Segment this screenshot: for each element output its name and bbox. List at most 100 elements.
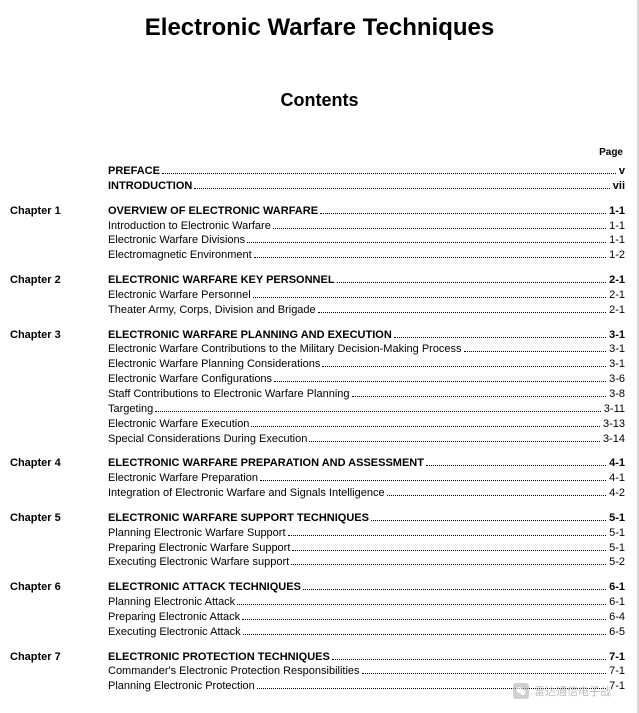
toc-sub-title: Staff Contributions to Electronic Warfar… (108, 387, 350, 402)
toc-sub-title: Electromagnetic Environment (108, 248, 252, 263)
toc-sub-page: 1-1 (608, 233, 629, 248)
toc-heading-page: vii (612, 179, 629, 194)
toc-leader-dots (155, 411, 601, 412)
toc-leader-dots (247, 242, 606, 243)
toc-leader-dots (251, 426, 600, 427)
toc-heading-row: Chapter 6ELECTRONIC ATTACK TECHNIQUES6-1 (10, 580, 629, 595)
toc-heading-row: PREFACEv (10, 164, 629, 179)
toc-sub-title: Preparing Electronic Attack (108, 610, 240, 625)
toc-heading-page: 4-1 (608, 456, 629, 471)
toc-leader-dots (253, 297, 606, 298)
toc-sub-page: 3-1 (608, 357, 629, 372)
toc-sub-title: Integration of Electronic Warfare and Si… (108, 486, 385, 501)
toc-leader-dots (394, 337, 606, 338)
toc-heading-page: 3-1 (608, 328, 629, 343)
toc-sub-page: 3-14 (602, 432, 629, 447)
page-title: Electronic Warfare Techniques (10, 14, 629, 42)
toc-leader-dots (318, 312, 606, 313)
toc-sub-page: 5-2 (608, 555, 629, 570)
toc-sub-row: Electronic Warfare Execution3-13 (10, 417, 629, 432)
toc-sub-page: 2-1 (608, 303, 629, 318)
toc-heading-title: ELECTRONIC ATTACK TECHNIQUES (108, 580, 301, 595)
toc-heading-row: INTRODUCTION vii (10, 179, 629, 194)
chapter-label: Chapter 1 (10, 204, 108, 219)
toc-leader-dots (332, 659, 606, 660)
toc-sub-title: Executing Electronic Attack (108, 625, 241, 640)
toc-sub-page: 5-1 (608, 526, 629, 541)
toc-sub-row: Special Considerations During Execution 3… (10, 432, 629, 447)
toc-leader-dots (291, 564, 606, 565)
toc-leader-dots (387, 495, 607, 496)
toc-heading-title: ELECTRONIC WARFARE SUPPORT TECHNIQUES (108, 511, 369, 526)
toc-sub-title: Introduction to Electronic Warfare (108, 219, 271, 234)
toc-sub-page: 4-1 (608, 471, 629, 486)
toc-sub-page: 1-2 (608, 248, 629, 263)
toc-heading-title: ELECTRONIC PROTECTION TECHNIQUES (108, 650, 330, 665)
toc-leader-dots (194, 188, 609, 189)
toc-heading-title: ELECTRONIC WARFARE PLANNING AND EXECUTIO… (108, 328, 392, 343)
toc-sub-page: 6-4 (608, 610, 629, 625)
toc-heading-title: INTRODUCTION (108, 179, 192, 194)
toc-heading-page: 1-1 (608, 204, 629, 219)
watermark: 雷达通信电子战 (513, 683, 611, 699)
toc-leader-dots (309, 441, 600, 442)
chapter-label: Chapter 7 (10, 650, 108, 665)
toc-sub-title: Electronic Warfare Configurations (108, 372, 272, 387)
toc-sub-row: Electronic Warfare Divisions 1-1 (10, 233, 629, 248)
toc-heading-row: Chapter 7ELECTRONIC PROTECTION TECHNIQUE… (10, 650, 629, 665)
toc-heading-page: v (618, 164, 629, 179)
toc-sub-page: 3-6 (608, 372, 629, 387)
toc-sub-title: Electronic Warfare Contributions to the … (108, 342, 462, 357)
toc-sub-row: Introduction to Electronic Warfare1-1 (10, 219, 629, 234)
toc-sub-row: Preparing Electronic Warfare Support5-1 (10, 541, 629, 556)
toc-sub-title: Targeting (108, 402, 153, 417)
toc-leader-dots (237, 604, 606, 605)
toc-leader-dots (362, 673, 607, 674)
toc-heading-title: ELECTRONIC WARFARE KEY PERSONNEL (108, 273, 335, 288)
toc-sub-title: Electronic Warfare Planning Consideratio… (108, 357, 320, 372)
table-of-contents: PREFACEvINTRODUCTION vii Chapter 1OVERVIEW… (10, 164, 629, 694)
toc-leader-dots (254, 257, 606, 258)
toc-sub-row: Commander's Electronic Protection Respon… (10, 664, 629, 679)
toc-sub-row: Executing Electronic Attack 6-5 (10, 625, 629, 640)
toc-leader-dots (292, 550, 606, 551)
toc-sub-row: Planning Electronic Warfare Support5-1 (10, 526, 629, 541)
toc-sub-page: 7-1 (608, 664, 629, 679)
toc-sub-page: 3-11 (603, 402, 629, 417)
toc-sub-title: Special Considerations During Execution (108, 432, 307, 447)
toc-sub-row: Planning Electronic Attack6-1 (10, 595, 629, 610)
chapter-label: Chapter 4 (10, 456, 108, 471)
toc-sub-page: 5-1 (608, 541, 629, 556)
toc-sub-title: Electronic Warfare Execution (108, 417, 249, 432)
toc-heading-row: Chapter 1OVERVIEW OF ELECTRONIC WARFARE1… (10, 204, 629, 219)
toc-sub-title: Electronic Warfare Preparation (108, 471, 258, 486)
toc-heading-page: 5-1 (608, 511, 629, 526)
toc-leader-dots (303, 589, 606, 590)
toc-sub-page: 7-1 (608, 679, 629, 694)
toc-leader-dots (274, 381, 606, 382)
toc-leader-dots (320, 213, 606, 214)
toc-sub-page: 2-1 (608, 288, 629, 303)
toc-sub-page: 6-5 (608, 625, 629, 640)
toc-heading-page: 6-1 (608, 580, 629, 595)
toc-sub-row: Targeting 3-11 (10, 402, 629, 417)
toc-sub-title: Electronic Warfare Divisions (108, 233, 245, 248)
toc-leader-dots (322, 366, 606, 367)
toc-sub-page: 4-2 (608, 486, 629, 501)
toc-leader-dots (243, 634, 606, 635)
toc-sub-title: Electronic Warfare Personnel (108, 288, 251, 303)
toc-sub-row: Integration of Electronic Warfare and Si… (10, 486, 629, 501)
toc-sub-page: 3-8 (608, 387, 629, 402)
toc-leader-dots (464, 351, 607, 352)
toc-heading-row: Chapter 5ELECTRONIC WARFARE SUPPORT TECH… (10, 511, 629, 526)
toc-sub-title: Planning Electronic Attack (108, 595, 235, 610)
toc-leader-dots (337, 282, 607, 283)
toc-leader-dots (288, 535, 607, 536)
toc-heading-row: Chapter 4ELECTRONIC WARFARE PREPARATION … (10, 456, 629, 471)
toc-heading-row: Chapter 2ELECTRONIC WARFARE KEY PERSONNE… (10, 273, 629, 288)
toc-leader-dots (162, 173, 616, 174)
toc-sub-row: Electronic Warfare Preparation 4-1 (10, 471, 629, 486)
toc-sub-row: Electromagnetic Environment 1-2 (10, 248, 629, 263)
toc-leader-dots (352, 396, 607, 397)
toc-sub-row: Electronic Warfare Personnel 2-1 (10, 288, 629, 303)
